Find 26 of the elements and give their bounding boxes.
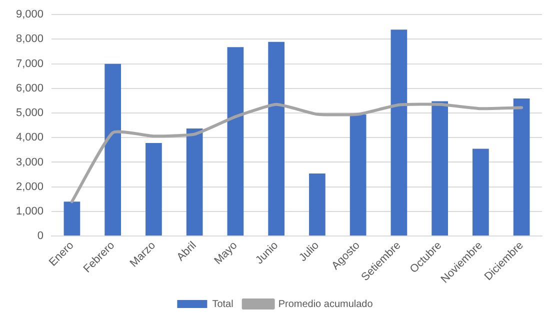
bar	[268, 42, 284, 236]
y-tick-label: 9,000	[16, 8, 44, 21]
bar	[309, 174, 326, 236]
bar	[350, 114, 366, 236]
bar	[104, 64, 122, 236]
legend-label: Total	[212, 298, 234, 310]
bar	[472, 148, 489, 236]
y-tick-label: 5,000	[16, 107, 44, 120]
y-tick-label: 3,000	[16, 156, 44, 168]
y-tick-label: 1,000	[16, 205, 44, 218]
bar	[227, 47, 244, 236]
bar	[390, 30, 408, 236]
bar	[432, 101, 448, 236]
bar	[186, 128, 203, 236]
y-tick-label: 4,000	[16, 132, 44, 144]
bar	[64, 202, 80, 236]
legend-label: Promedio acumulado	[278, 298, 374, 310]
line-series	[70, 102, 524, 204]
y-tick-label: 2,000	[16, 180, 44, 193]
bar	[513, 98, 530, 236]
y-tick-label: 8,000	[16, 33, 44, 46]
y-tick-label: 6,000	[16, 82, 44, 94]
y-tick-label: 0	[37, 230, 44, 242]
y-tick-label: 7,000	[16, 58, 44, 70]
bar	[146, 143, 162, 236]
x-tick-label: Julio	[296, 240, 322, 264]
